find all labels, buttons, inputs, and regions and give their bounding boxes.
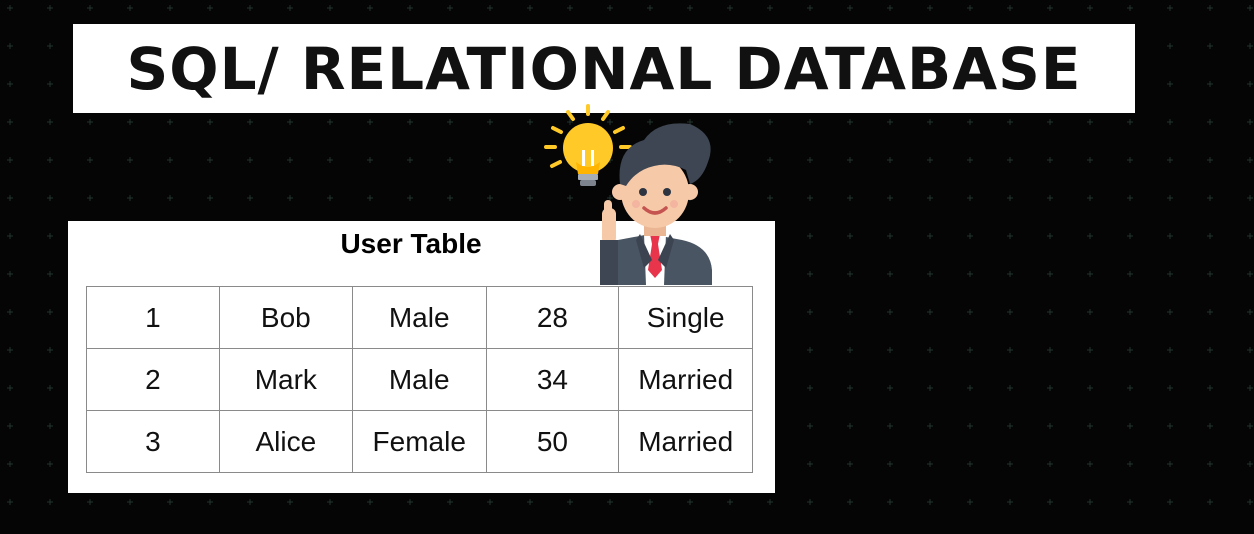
cell-id: 2 — [86, 348, 220, 411]
lightbulb-icon — [563, 123, 613, 186]
cell-gender: Male — [351, 348, 487, 411]
table-row: 2 Mark Male 34 Married — [86, 348, 753, 411]
table-row: 3 Alice Female 50 Married — [86, 410, 753, 473]
table-caption: User Table — [340, 228, 482, 259]
cell-status: Married — [618, 410, 753, 473]
raised-hand — [600, 200, 620, 285]
cell-age: 34 — [485, 348, 620, 411]
cell-age: 28 — [485, 286, 620, 349]
cell-name: Mark — [218, 348, 353, 411]
cell-id: 3 — [86, 410, 220, 473]
cell-status: Married — [618, 348, 753, 411]
user-table: 1 Bob Male 28 Single 2 Mark Male 34 Marr… — [86, 286, 753, 473]
businessman-idea-icon — [544, 104, 712, 285]
cell-name: Bob — [218, 286, 353, 349]
lightbulb-rays — [544, 104, 632, 168]
cell-gender: Female — [351, 410, 487, 473]
cell-name: Alice — [218, 410, 353, 473]
cell-gender: Male — [351, 286, 487, 349]
page-title: SQL/ RELATIONAL DATABASE — [126, 34, 1082, 103]
cell-age: 50 — [485, 410, 620, 473]
cell-id: 1 — [86, 286, 220, 349]
title-banner: SQL/ RELATIONAL DATABASE — [73, 24, 1135, 113]
cell-status: Single — [618, 286, 753, 349]
hair — [619, 123, 711, 186]
suit — [618, 234, 712, 285]
head — [612, 156, 698, 228]
table-row: 1 Bob Male 28 Single — [86, 286, 753, 349]
